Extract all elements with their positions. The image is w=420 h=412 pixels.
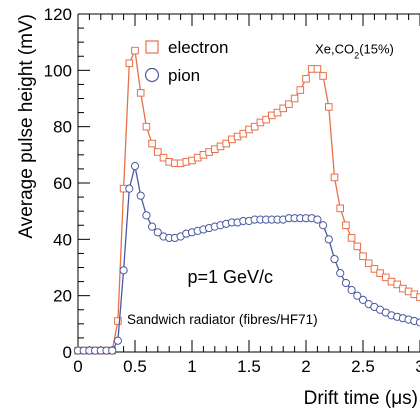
pion-point — [108, 346, 117, 355]
electron-point — [296, 86, 305, 94]
x-tick-label: 3 — [415, 357, 420, 376]
pion-point — [148, 222, 157, 231]
legend-circle-marker — [144, 67, 160, 83]
x-tick-label: 0.5 — [123, 357, 147, 376]
pion-point — [313, 215, 322, 224]
electron-point — [279, 104, 287, 113]
electron-point — [273, 108, 282, 117]
y-tick-label: 20 — [53, 287, 72, 306]
y-tick-label: 80 — [53, 118, 72, 137]
electron-point — [347, 234, 356, 242]
legend: electron pion — [144, 38, 228, 85]
annotation-text: p=1 GeV/c — [187, 267, 273, 287]
electron-point — [342, 221, 350, 230]
electron-point — [154, 148, 162, 156]
legend-label: pion — [168, 66, 200, 85]
y-axis-title: Average pulse height (mV) — [16, 14, 37, 239]
electron-point — [364, 259, 373, 268]
electron-point — [262, 115, 270, 124]
pion-point — [136, 191, 145, 200]
legend-label: electron — [168, 38, 228, 57]
electron-point — [382, 273, 390, 282]
electron-point — [142, 122, 151, 131]
electron-point — [325, 103, 333, 111]
legend-item-electron: electron — [145, 38, 228, 57]
y-tick-label: 100 — [44, 61, 72, 80]
pion-point — [415, 318, 420, 327]
electron-point — [290, 94, 299, 103]
annotations: Xe,CO2(15%) p=1 GeV/c Sandwich radiator (f… — [127, 41, 394, 326]
pion-point — [353, 291, 362, 300]
pion-point — [119, 266, 128, 275]
legend-item-pion: pion — [144, 66, 200, 85]
x-tick-label: 2.5 — [351, 357, 375, 376]
pion-point — [319, 221, 328, 230]
y-tick-label: 60 — [53, 174, 72, 193]
electron-point — [239, 129, 248, 138]
electron-point — [330, 173, 339, 182]
electron-point — [285, 100, 293, 108]
pion-point — [358, 295, 368, 304]
annotation-text: Sandwich radiator (fibres/HF71) — [127, 312, 318, 327]
pion-point — [336, 269, 345, 278]
electron-point — [114, 317, 122, 325]
series-pion — [73, 162, 420, 355]
y-tick-label: 120 — [44, 5, 72, 24]
electron-point — [370, 265, 379, 273]
electron-point — [222, 139, 230, 148]
pion-point — [347, 285, 356, 295]
pion-point — [324, 235, 333, 244]
pion-point — [130, 162, 140, 171]
x-tick-label: 1 — [187, 357, 196, 376]
electron-point — [336, 204, 344, 213]
x-tick-label: 0 — [73, 357, 82, 376]
pion-point — [330, 254, 339, 264]
axes: 0 0.5 1 1.5 2 2.5 3 0 20 40 60 80 100 120 Drift time (… — [16, 5, 420, 409]
electron-point — [393, 280, 401, 289]
y-tick-label: 0 — [63, 343, 72, 362]
electron-point — [313, 65, 322, 73]
electron-point — [131, 46, 139, 55]
pion-point — [113, 336, 123, 345]
y-tick-label: 40 — [53, 230, 72, 249]
annotation-text: Xe,CO2(15%) — [315, 41, 394, 60]
electron-point — [302, 74, 310, 83]
electron-point — [353, 242, 362, 251]
legend-square-marker — [145, 40, 159, 54]
series-group — [73, 46, 420, 355]
pion-point — [142, 211, 151, 220]
x-tick-label: 2 — [301, 357, 310, 376]
electron-point — [319, 72, 327, 80]
pion-point — [341, 278, 350, 288]
pion-point — [153, 228, 162, 237]
electron-point — [136, 89, 145, 97]
electron-point — [250, 122, 259, 131]
x-axis-title: Drift time (μs) — [304, 388, 418, 409]
electron-point — [125, 59, 134, 68]
electron-point — [159, 153, 168, 162]
electron-point — [148, 139, 156, 148]
x-tick-label: 1.5 — [237, 357, 261, 376]
pion-point — [125, 184, 134, 193]
electron-point — [359, 252, 367, 261]
electron-point — [416, 293, 420, 301]
electron-point — [376, 269, 384, 277]
